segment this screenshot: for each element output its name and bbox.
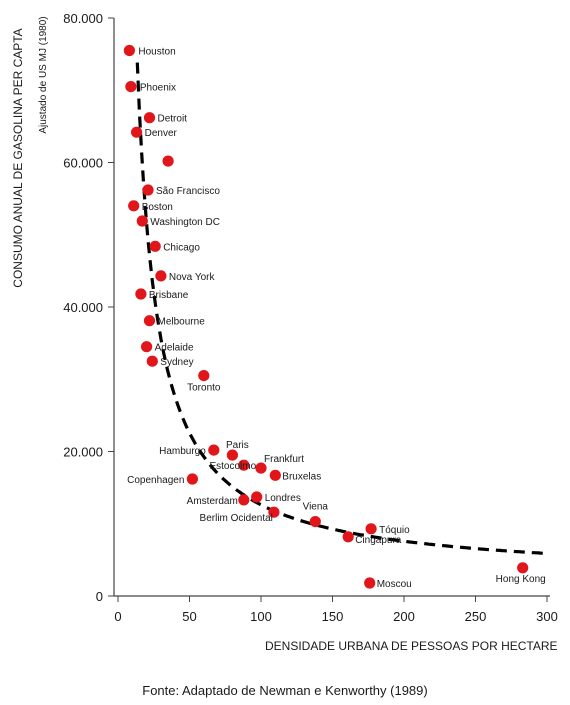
data-point — [238, 494, 250, 506]
data-point — [309, 516, 321, 528]
point-label: Chicago — [163, 242, 200, 253]
x-tick-label: 50 — [182, 609, 196, 624]
data-point — [125, 81, 137, 93]
data-point — [268, 506, 280, 518]
data-point — [123, 44, 135, 57]
data-point — [342, 531, 354, 543]
point-label: Nova York — [169, 272, 216, 283]
data-point — [269, 469, 281, 481]
x-tick-label: 0 — [114, 609, 121, 624]
point-label: Detroit — [158, 114, 188, 125]
point-label: Boston — [142, 202, 173, 213]
data-point — [143, 315, 156, 327]
data-point — [226, 449, 238, 461]
data-point — [141, 341, 153, 353]
point-label: Londres — [265, 493, 301, 504]
point-label: Moscou — [377, 579, 412, 590]
point-label: Estocolmo — [209, 461, 256, 472]
data-point — [364, 577, 376, 589]
trend-line — [135, 62, 548, 555]
point-label: Phoenix — [140, 83, 176, 94]
y-axis-label: CONSUMO ANUAL DE GASOLINA PER CAPTA — [11, 28, 25, 287]
y-tick-label: 20.000 — [63, 445, 103, 460]
point-label: Berlim Ocidental — [200, 513, 273, 524]
axis-ticks: 0 50 100 150 200 250 300 0 20.000 40.000 60.000 80.… — [63, 11, 558, 624]
y-tick-label: 60.000 — [63, 156, 103, 171]
data-point — [365, 523, 377, 535]
data-points: Houston Phoenix Detroit Denver São Francisco… — [123, 44, 546, 590]
source-caption: Fonte: Adaptado de Newman e Kenworthy (1… — [142, 683, 428, 698]
data-point — [155, 270, 167, 282]
point-label: Melbourne — [158, 317, 206, 328]
data-point — [208, 444, 220, 456]
y-axis-sublabel: Ajustado de US MJ (1980) — [38, 16, 49, 133]
data-point — [255, 462, 267, 474]
data-point — [131, 126, 143, 138]
point-label: Cingapura — [355, 535, 402, 546]
point-label: Toronto — [187, 383, 221, 394]
data-point — [162, 155, 174, 167]
data-point — [142, 184, 154, 196]
point-label: Adelaide — [155, 343, 194, 354]
point-label: Amsterdam — [187, 496, 238, 507]
y-tick-label: 40.000 — [63, 300, 103, 315]
point-label: Brisbane — [149, 290, 189, 301]
x-tick-label: 300 — [536, 609, 558, 624]
point-label: Tóquio — [379, 525, 410, 536]
data-point — [186, 473, 198, 485]
x-tick-label: 200 — [393, 609, 415, 624]
point-label: Sydney — [160, 357, 193, 368]
data-point — [128, 200, 140, 212]
point-label: Paris — [226, 440, 249, 451]
point-label: Frankfurt — [264, 454, 304, 465]
point-label: Bruxelas — [282, 471, 321, 482]
data-point — [146, 355, 158, 367]
data-point — [136, 215, 148, 227]
x-tick-label: 150 — [322, 609, 344, 624]
data-point — [198, 370, 210, 382]
point-label: Hong Kong — [496, 574, 546, 585]
point-label: São Francisco — [156, 186, 220, 197]
data-point — [251, 491, 263, 503]
point-label: Denver — [145, 128, 178, 139]
point-label: Copenhagen — [127, 475, 184, 486]
data-point — [135, 288, 147, 300]
x-tick-label: 250 — [465, 609, 487, 624]
x-tick-label: 100 — [250, 609, 272, 624]
point-label: Hamburgo — [159, 446, 206, 457]
y-tick-label: 0 — [96, 589, 103, 604]
data-point — [143, 112, 156, 124]
x-axis-label: DENSIDADE URBANA DE PESSOAS POR HECTARE — [265, 639, 558, 653]
scatter-chart: 0 50 100 150 200 250 300 0 20.000 40.000 60.000 80.… — [11, 11, 558, 653]
axes — [113, 18, 550, 597]
point-label: Viena — [303, 502, 329, 513]
point-label: Washington DC — [150, 217, 220, 228]
point-label: Houston — [138, 47, 175, 58]
data-point — [517, 562, 529, 574]
data-point — [149, 240, 161, 252]
data-point — [238, 459, 250, 471]
y-tick-label: 80.000 — [63, 11, 103, 26]
